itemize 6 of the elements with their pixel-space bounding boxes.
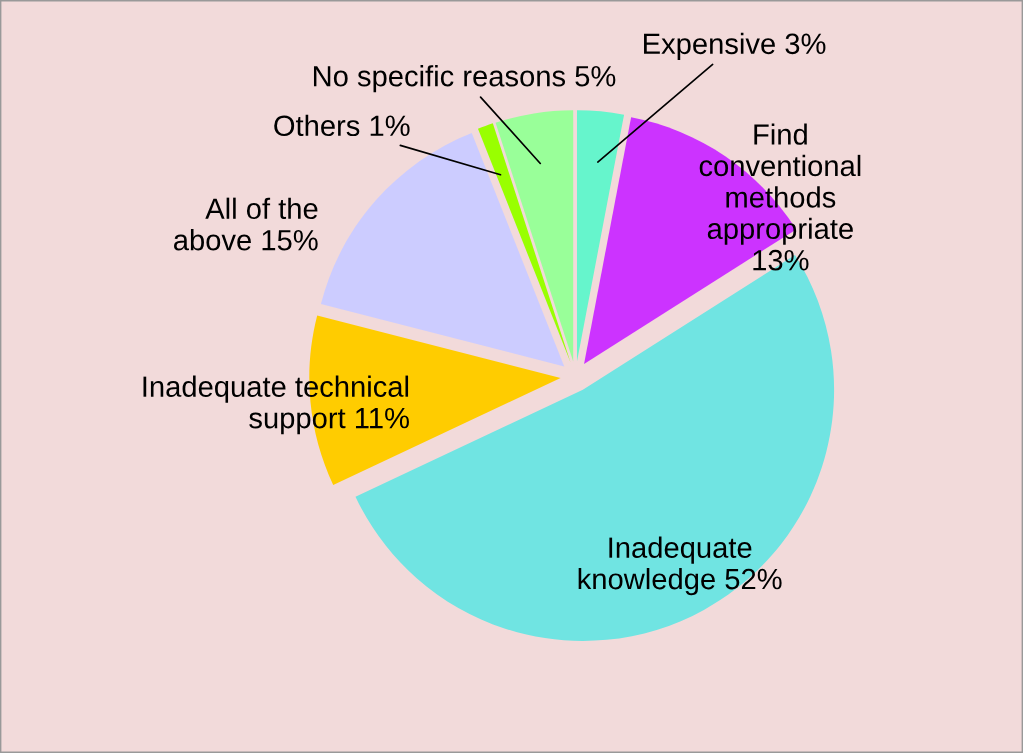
data-label: 13% <box>753 249 809 271</box>
slice-label: No specific reasons 5% <box>313 65 616 93</box>
slice-label: All of the above 15% <box>174 197 318 251</box>
slice-label: Inadequate knowledge 52% <box>578 536 782 596</box>
slice-label: Others 1% <box>274 114 410 137</box>
slice-label: Expensive 3% <box>644 32 826 60</box>
